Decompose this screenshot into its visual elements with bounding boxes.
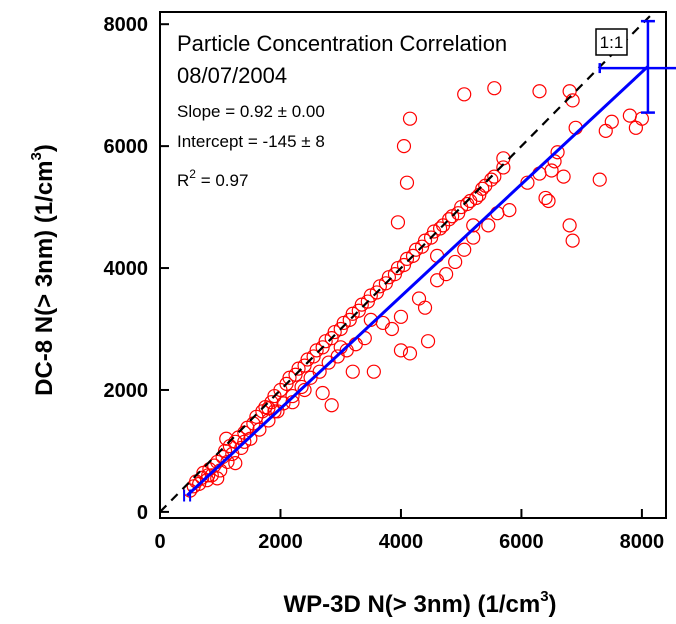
data-point [544,163,559,178]
y-tick-label-8000: 8000 [104,14,149,36]
data-point [210,471,225,486]
data-point [384,321,400,337]
data-point [592,172,607,187]
fit-line [186,65,649,497]
data-point [604,114,619,129]
y-axis-title-close: ) [31,144,58,152]
data-point [496,160,511,175]
data-point [439,267,454,282]
data-point [556,169,571,184]
data-point [466,218,481,233]
x-tick-label-6000: 6000 [499,531,544,553]
data-point [550,145,565,160]
data-point [393,343,409,358]
data-point [201,468,216,483]
data-point [402,346,418,361]
data-point [390,215,406,230]
data-point [417,300,433,315]
x-tick-label-2000: 2000 [258,531,303,553]
data-point [399,175,415,190]
data-point [312,364,327,379]
x-axis: 0 2000 4000 6000 8000 [154,509,664,553]
y-tick-label-0: 0 [137,502,148,524]
data-point [324,398,339,413]
data-point [393,309,409,324]
data-point [199,473,215,488]
data-point [411,291,427,306]
data-point [285,388,300,404]
data-point [297,382,312,398]
data-point [634,111,650,126]
y-tick-label-2000: 2000 [104,380,149,402]
data-point [628,120,643,135]
data-point [217,443,233,459]
r2-stat: R2 = 0.97 [177,167,248,190]
data-point [345,364,360,379]
y-axis: 0 2000 4000 6000 8000 [104,14,169,524]
x-tick-label-4000: 4000 [379,531,424,553]
x-axis-title: WP-3D N(> 3nm) (1/cm3) [283,588,556,618]
data-point [487,169,502,184]
data-point [475,181,490,196]
chart-title: Particle Concentration Correlation [177,31,507,56]
data-point [433,221,448,236]
data-point [429,273,445,288]
data-point [252,422,267,437]
data-point [541,193,556,209]
one-to-one-line [159,14,652,513]
data-point [237,434,252,449]
r2-prefix: R [177,171,189,190]
intercept-stat: Intercept = -145 ± 8 [177,132,325,151]
data-point [538,190,553,206]
data-point [457,242,472,257]
y-axis-title: DC-8 N(> 3nm) (1/cm3) [28,144,58,396]
data-point [562,218,577,233]
slope-stat: Slope = 0.92 ± 0.00 [177,102,325,121]
y-axis-title-sup: 3 [28,152,45,160]
one-to-one-label-box [595,28,628,56]
data-point [222,438,237,454]
y-axis-title-main: DC-8 N(> 3nm) (1/cm [31,160,58,395]
r2-superscript: 2 [189,167,196,181]
data-point [598,123,613,138]
x-axis-title-main: WP-3D N(> 3nm) (1/cm [283,591,540,618]
data-point [565,233,580,248]
y-tick-label-6000: 6000 [104,136,149,158]
x-axis-title-sup: 3 [540,588,548,605]
data-point [228,456,243,471]
data-point [220,454,235,470]
y-tick-label-4000: 4000 [104,258,149,280]
data-point [402,111,418,126]
data-point [532,84,547,99]
data-point [484,172,499,187]
reference-lines [159,14,676,513]
chart-subtitle: 08/07/2004 [177,63,287,88]
data-point [396,139,412,154]
x-axis-title-close: ) [549,591,557,618]
data-point [448,254,463,270]
data-point [315,385,330,401]
plot-border [159,11,667,519]
x-tick-label-8000: 8000 [620,531,665,553]
data-point [487,81,502,96]
one-to-one-label: 1:1 [600,33,624,52]
data-point [267,404,282,419]
data-point [481,218,496,233]
data-point [502,203,517,218]
data-point [276,396,291,411]
data-point [294,379,309,395]
data-point [420,334,436,349]
x-tick-label-0: 0 [154,531,165,553]
data-point [457,87,472,102]
data-point [622,108,637,123]
plot-frame [159,11,667,519]
r2-value: = 0.97 [196,171,248,190]
data-point [366,364,381,379]
